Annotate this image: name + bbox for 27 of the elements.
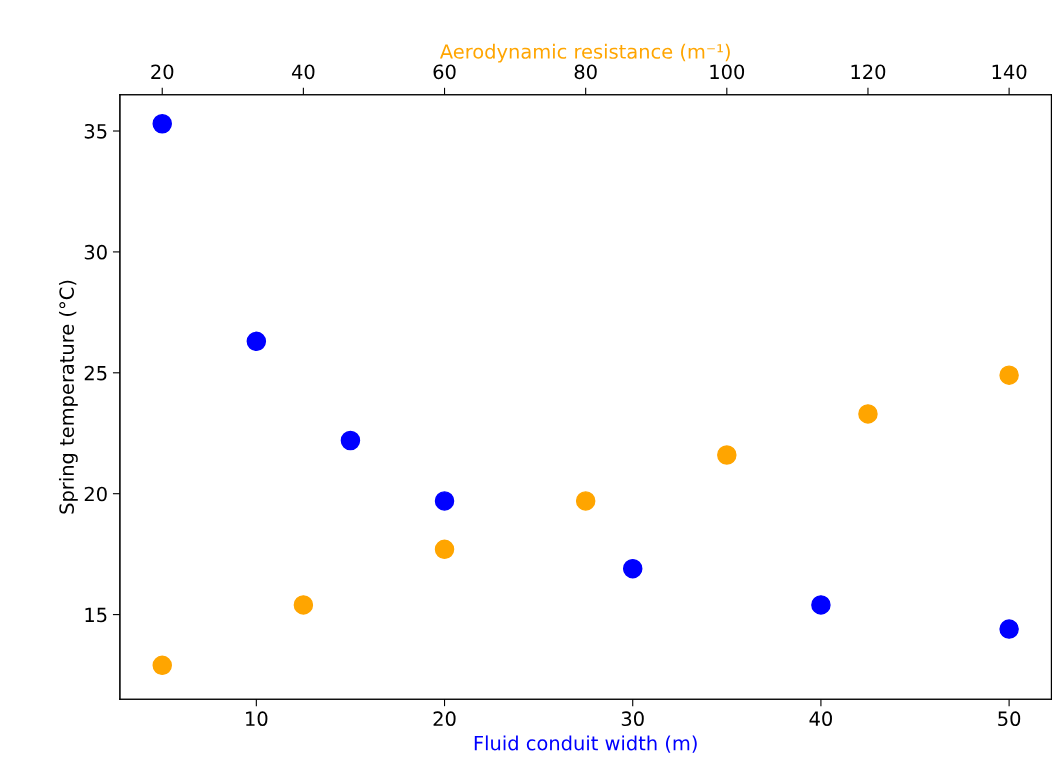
point	[246, 331, 267, 352]
x2-tick-label: 80	[574, 64, 597, 80]
y-tick-label: 25	[84, 365, 107, 381]
y-tick-label: 20	[84, 486, 107, 502]
x2-tick-label: 20	[151, 64, 174, 80]
x-tick-label: 20	[433, 711, 456, 727]
x2-tick-label: 140	[992, 64, 1027, 80]
point	[340, 430, 361, 451]
x-tick-label: 30	[621, 711, 644, 727]
x2-axis-title: Aerodynamic resistance (m⁻¹)	[439, 43, 730, 63]
x2-tick-label: 100	[710, 64, 745, 80]
point	[434, 491, 455, 511]
y-tick-label: 15	[85, 607, 107, 623]
x-tick-label: 10	[246, 711, 268, 727]
point	[811, 595, 831, 615]
point	[999, 619, 1019, 639]
x-tick-label: 50	[998, 711, 1021, 727]
point	[622, 558, 643, 579]
x2-tick-label: 40	[291, 64, 315, 80]
x-tick-label: 40	[809, 711, 832, 727]
y-tick-label: 30	[84, 244, 107, 260]
x2-tick-label: 60	[433, 64, 456, 80]
x2-tick-label: 120	[851, 64, 886, 80]
x-axis-title: Fluid conduit width (m)	[474, 735, 697, 753]
y-tick-label: 35	[84, 123, 107, 139]
y-axis-title: Spring temperature (°C)	[58, 280, 78, 514]
point	[152, 114, 172, 134]
